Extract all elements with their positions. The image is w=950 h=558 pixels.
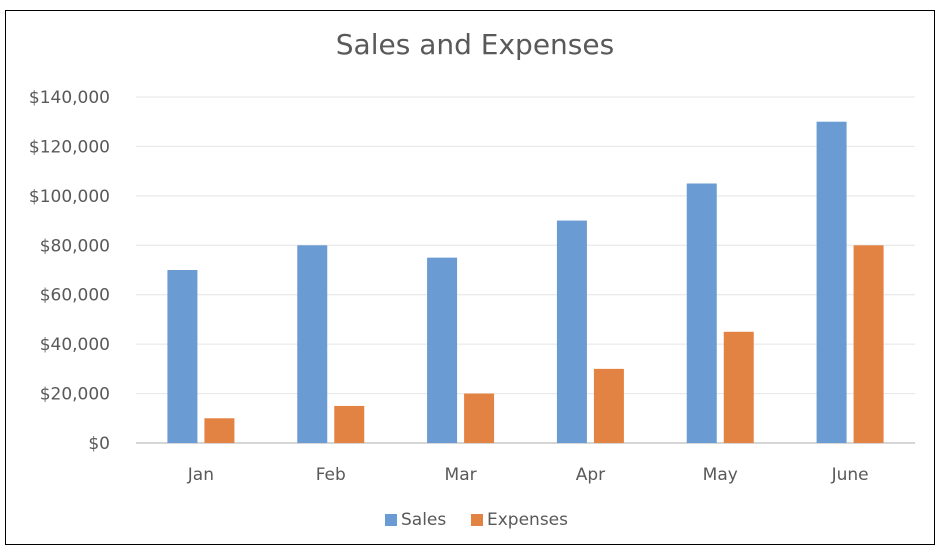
bar-expenses-feb (334, 405, 365, 443)
bar-sales-jan (167, 270, 198, 443)
x-tick-label: May (703, 465, 738, 485)
bar-sales-apr (556, 220, 587, 443)
legend-label-expenses: Expenses (487, 510, 568, 530)
x-tick-label: Apr (576, 465, 605, 485)
bar-expenses-jan (204, 418, 235, 443)
x-tick-label: June (831, 465, 869, 485)
bars (167, 121, 884, 443)
y-tick-label: $80,000 (40, 236, 110, 256)
y-axis: $0 $20,000 $40,000 $60,000 $80,000 $100,000 $1… (29, 88, 110, 454)
y-tick-label: $0 (88, 434, 110, 454)
y-tick-label: $140,000 (29, 88, 110, 108)
bar-expenses-apr (593, 368, 624, 443)
chart-frame (5, 10, 935, 545)
bar-expenses-mar (464, 393, 495, 443)
chart-title: Sales and Expenses (336, 28, 614, 61)
x-tick-label: Jan (187, 465, 214, 485)
bar-sales-mar (427, 257, 458, 443)
bar-sales-june (816, 121, 847, 443)
y-tick-label: $60,000 (40, 286, 110, 306)
bar-expenses-may (723, 331, 754, 443)
y-tick-label: $20,000 (40, 385, 110, 405)
legend-swatch-expenses (471, 514, 483, 526)
x-axis: Jan Feb Mar Apr May June (187, 465, 869, 485)
x-tick-label: Feb (316, 465, 346, 485)
legend: Sales Expenses (385, 510, 568, 530)
legend-label-sales: Sales (401, 510, 446, 530)
y-tick-label: $40,000 (40, 335, 110, 355)
y-tick-label: $100,000 (29, 187, 110, 207)
bar-expenses-june (853, 245, 884, 443)
y-tick-label: $120,000 (29, 137, 110, 157)
gridlines (136, 96, 915, 444)
x-tick-label: Mar (445, 465, 477, 485)
bar-sales-feb (297, 245, 328, 443)
bar-sales-may (686, 183, 717, 443)
legend-swatch-sales (385, 514, 397, 526)
